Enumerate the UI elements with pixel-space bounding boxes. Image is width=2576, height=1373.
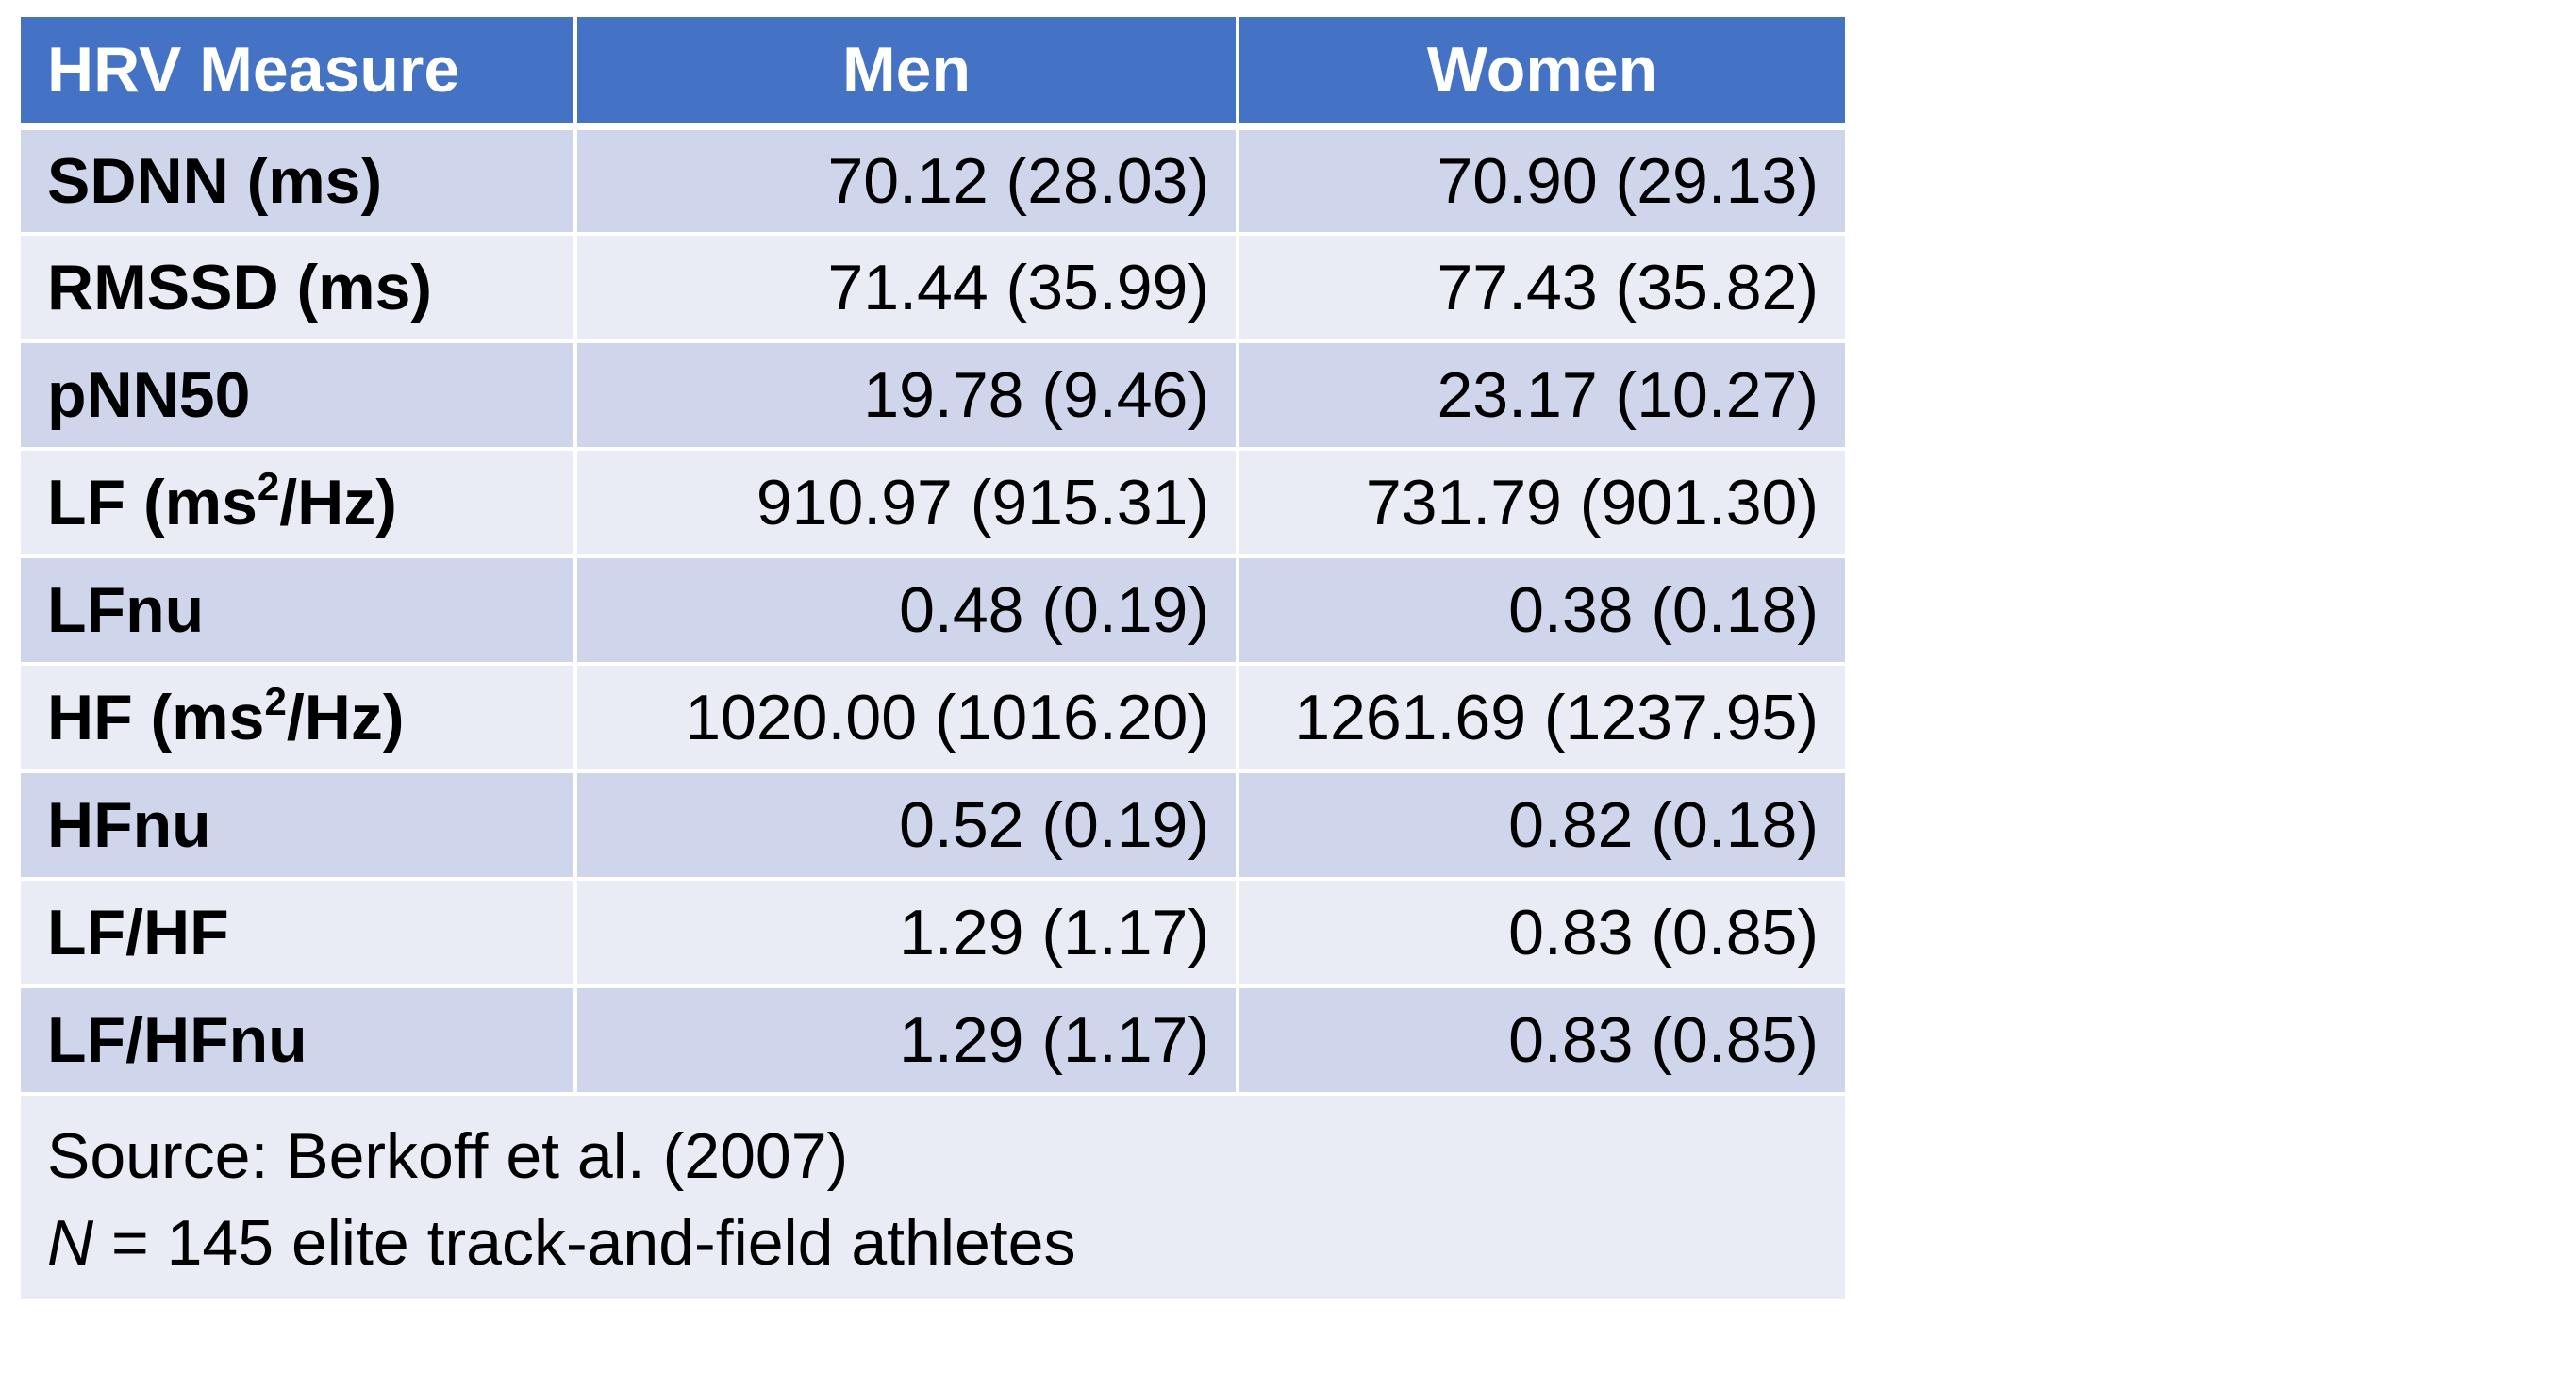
row-women-value: 0.38 (0.18) xyxy=(1236,554,1849,666)
table-row: SDNN (ms) 70.12 (28.03) 70.90 (29.13) xyxy=(17,124,1849,236)
table-row: LF/HF 1.29 (1.17) 0.83 (0.85) xyxy=(17,877,1849,988)
row-measure: LFnu xyxy=(17,554,577,666)
source-citation: Source: Berkoff et al. (2007) xyxy=(47,1120,849,1192)
row-measure: RMSSD (ms) xyxy=(17,232,577,343)
header-men: Men xyxy=(573,13,1239,130)
table-row: pNN50 19.78 (9.46) 23.17 (10.27) xyxy=(17,339,1849,451)
header-women: Women xyxy=(1236,13,1849,130)
measure-superscript: 2 xyxy=(264,679,287,723)
sample-size-note: N = 145 elite track-and-field athletes xyxy=(47,1199,1819,1286)
row-men-value: 1020.00 (1016.20) xyxy=(573,662,1239,773)
row-measure: HFnu xyxy=(17,769,577,881)
hrv-table: HRV Measure Men Women SDNN (ms) 70.12 (2… xyxy=(17,13,1849,1303)
row-men-value: 19.78 (9.46) xyxy=(573,339,1239,451)
header-row: HRV Measure Men Women xyxy=(17,13,1849,130)
row-measure: LF/HFnu xyxy=(17,984,577,1096)
measure-suffix: /Hz) xyxy=(286,682,405,753)
row-men-value: 70.12 (28.03) xyxy=(573,124,1239,236)
row-men-value: 0.48 (0.19) xyxy=(573,554,1239,666)
row-men-value: 0.52 (0.19) xyxy=(573,769,1239,881)
table-row: LFnu 0.48 (0.19) 0.38 (0.18) xyxy=(17,554,1849,666)
hrv-table-container: HRV Measure Men Women SDNN (ms) 70.12 (2… xyxy=(17,13,1849,1303)
row-women-value: 0.83 (0.85) xyxy=(1236,877,1849,988)
row-women-value: 0.82 (0.18) xyxy=(1236,769,1849,881)
table-row: LF/HFnu 1.29 (1.17) 0.83 (0.85) xyxy=(17,984,1849,1096)
table-row: HFnu 0.52 (0.19) 0.82 (0.18) xyxy=(17,769,1849,881)
measure-prefix: LF (ms xyxy=(47,467,258,538)
table-row: LF (ms2/Hz) 910.97 (915.31) 731.79 (901.… xyxy=(17,447,1849,558)
row-women-value: 70.90 (29.13) xyxy=(1236,124,1849,236)
row-women-value: 731.79 (901.30) xyxy=(1236,447,1849,558)
table-row: HF (ms2/Hz) 1020.00 (1016.20) 1261.69 (1… xyxy=(17,662,1849,773)
row-measure: HF (ms2/Hz) xyxy=(17,662,577,773)
row-women-value: 1261.69 (1237.95) xyxy=(1236,662,1849,773)
row-measure: LF/HF xyxy=(17,877,577,988)
row-men-value: 1.29 (1.17) xyxy=(573,877,1239,988)
row-measure: LF (ms2/Hz) xyxy=(17,447,577,558)
measure-prefix: HF (ms xyxy=(47,682,265,753)
row-women-value: 77.43 (35.82) xyxy=(1236,232,1849,343)
row-men-value: 1.29 (1.17) xyxy=(573,984,1239,1096)
row-women-value: 23.17 (10.27) xyxy=(1236,339,1849,451)
header-hrv-measure: HRV Measure xyxy=(17,13,577,130)
row-men-value: 71.44 (35.99) xyxy=(573,232,1239,343)
table-note-row: Source: Berkoff et al. (2007) N = 145 el… xyxy=(17,1092,1849,1303)
row-men-value: 910.97 (915.31) xyxy=(573,447,1239,558)
measure-superscript: 2 xyxy=(257,464,280,508)
sample-size-symbol: N xyxy=(47,1207,94,1279)
row-women-value: 0.83 (0.85) xyxy=(1236,984,1849,1096)
row-measure: pNN50 xyxy=(17,339,577,451)
row-measure: SDNN (ms) xyxy=(17,124,577,236)
measure-suffix: /Hz) xyxy=(279,467,397,538)
table-row: RMSSD (ms) 71.44 (35.99) 77.43 (35.82) xyxy=(17,232,1849,343)
sample-size-text: = 145 elite track-and-field athletes xyxy=(93,1207,1076,1279)
table-note: Source: Berkoff et al. (2007) N = 145 el… xyxy=(17,1092,1849,1303)
